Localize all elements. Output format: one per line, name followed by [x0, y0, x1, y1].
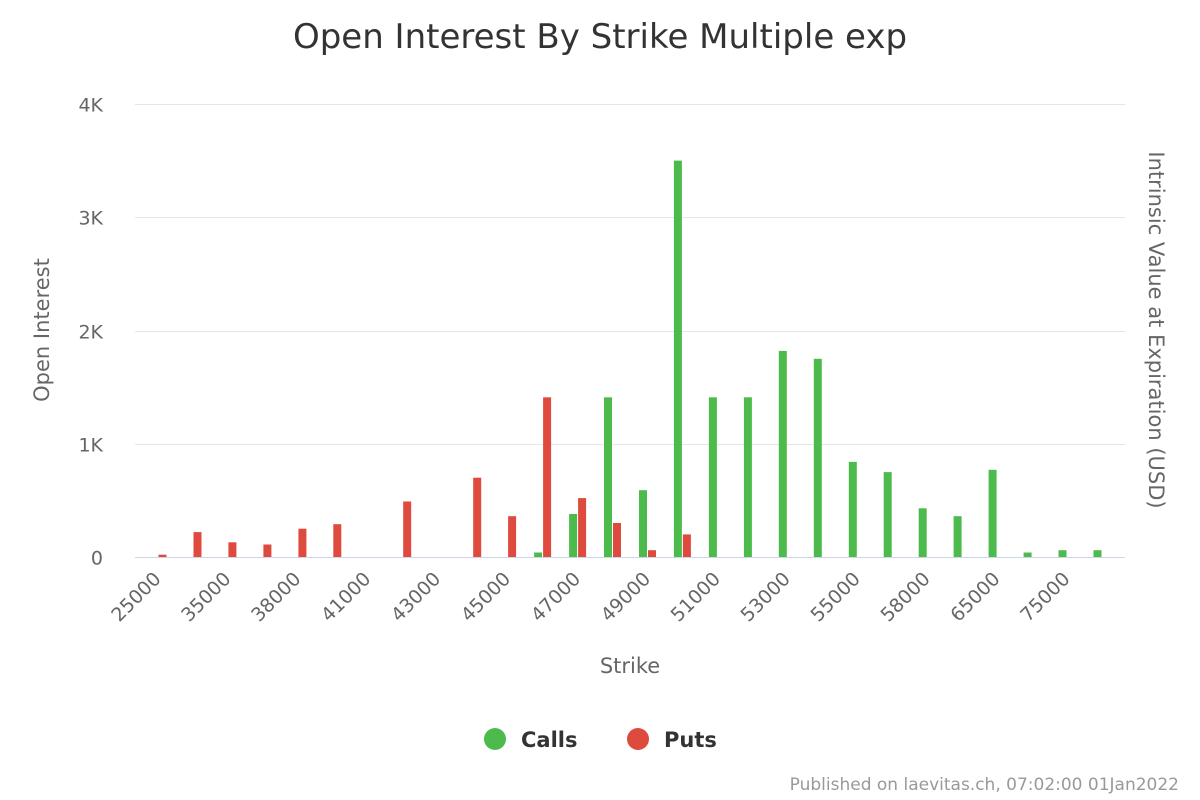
chart-title: Open Interest By Strike Multiple exp [293, 17, 907, 57]
y-tick-label: 2K [78, 322, 103, 344]
calls-bar-54000[interactable] [813, 358, 822, 557]
calls-bar-52000[interactable] [743, 397, 752, 557]
puts-bar-38000[interactable] [298, 528, 307, 557]
x-tick-label: 51000 [667, 568, 725, 626]
calls-bar-75000[interactable] [1058, 550, 1067, 557]
calls-bar-51000[interactable] [708, 397, 717, 557]
y-axis-ticks: 0 1K 2K 3K 4K [78, 95, 103, 570]
calls-bar-60000[interactable] [953, 516, 962, 557]
calls-bar-47000[interactable] [569, 514, 578, 557]
puts-bar-44000[interactable] [473, 477, 482, 557]
x-tick-label: 25000 [107, 568, 165, 626]
x-axis-ticks: 25000 35000 38000 41000 43000 45000 47000 49000… [107, 568, 1074, 626]
x-tick-label: 47000 [527, 568, 585, 626]
calls-legend-marker [484, 728, 506, 750]
x-tick-label: 43000 [387, 568, 445, 626]
x-tick-label: 58000 [876, 568, 934, 626]
calls-bar-58000[interactable] [918, 508, 927, 557]
legend-item-calls[interactable]: Calls [484, 728, 577, 752]
calls-bar-53000[interactable] [778, 350, 787, 557]
puts-bar-49000[interactable] [648, 550, 656, 557]
credits-text[interactable]: Published on laevitas.ch, 07:02:00 01Jan… [790, 775, 1179, 795]
calls-legend-label: Calls [521, 728, 577, 752]
legend: Calls Puts [484, 728, 717, 752]
puts-bar-40000[interactable] [333, 524, 342, 557]
puts-bar-50000[interactable] [682, 534, 691, 557]
x-tick-label: 45000 [457, 568, 515, 626]
puts-legend-marker [627, 728, 649, 750]
x-tick-label: 53000 [737, 568, 795, 626]
calls-bar-80000[interactable] [1093, 550, 1102, 557]
puts-legend-label: Puts [664, 728, 717, 752]
puts-bar-25000[interactable] [158, 554, 167, 557]
x-tick-label: 49000 [597, 568, 655, 626]
x-tick-label: 65000 [946, 568, 1004, 626]
puts-bar-36000[interactable] [263, 544, 272, 558]
puts-bar-46000[interactable] [543, 397, 552, 557]
secondary-y-axis-title: Intrinsic Value at Expiration (USD) [1144, 151, 1168, 508]
x-tick-label: 38000 [247, 568, 305, 626]
y-tick-label: 1K [78, 435, 103, 457]
x-tick-label: 41000 [317, 568, 375, 626]
puts-bar-45000[interactable] [508, 516, 517, 557]
y-tick-label: 0 [91, 548, 103, 570]
bars [158, 160, 1102, 558]
calls-bar-48000[interactable] [604, 397, 612, 557]
puts-bar-42000[interactable] [403, 501, 412, 558]
calls-bar-65000[interactable] [988, 469, 997, 557]
calls-bar-56000[interactable] [883, 472, 892, 557]
x-tick-label: 75000 [1016, 568, 1074, 626]
x-tick-label: 55000 [807, 568, 865, 626]
y-tick-label: 3K [78, 208, 103, 230]
legend-item-puts[interactable]: Puts [627, 728, 717, 752]
calls-bar-49000[interactable] [639, 490, 647, 557]
y-axis-title: Open Interest [30, 258, 54, 402]
puts-bar-48000[interactable] [613, 523, 621, 557]
calls-bar-46000[interactable] [534, 552, 543, 558]
gridlines [135, 104, 1125, 445]
calls-bar-55000[interactable] [848, 461, 857, 557]
calls-bar-50000[interactable] [673, 160, 682, 557]
puts-bar-35000[interactable] [228, 542, 237, 557]
calls-bar-70000[interactable] [1023, 552, 1032, 558]
x-axis-title: Strike [600, 654, 660, 678]
x-tick-label: 35000 [177, 568, 235, 626]
puts-bar-30000[interactable] [193, 532, 202, 557]
y-tick-label: 4K [78, 95, 103, 117]
puts-bar-47000[interactable] [578, 498, 587, 557]
